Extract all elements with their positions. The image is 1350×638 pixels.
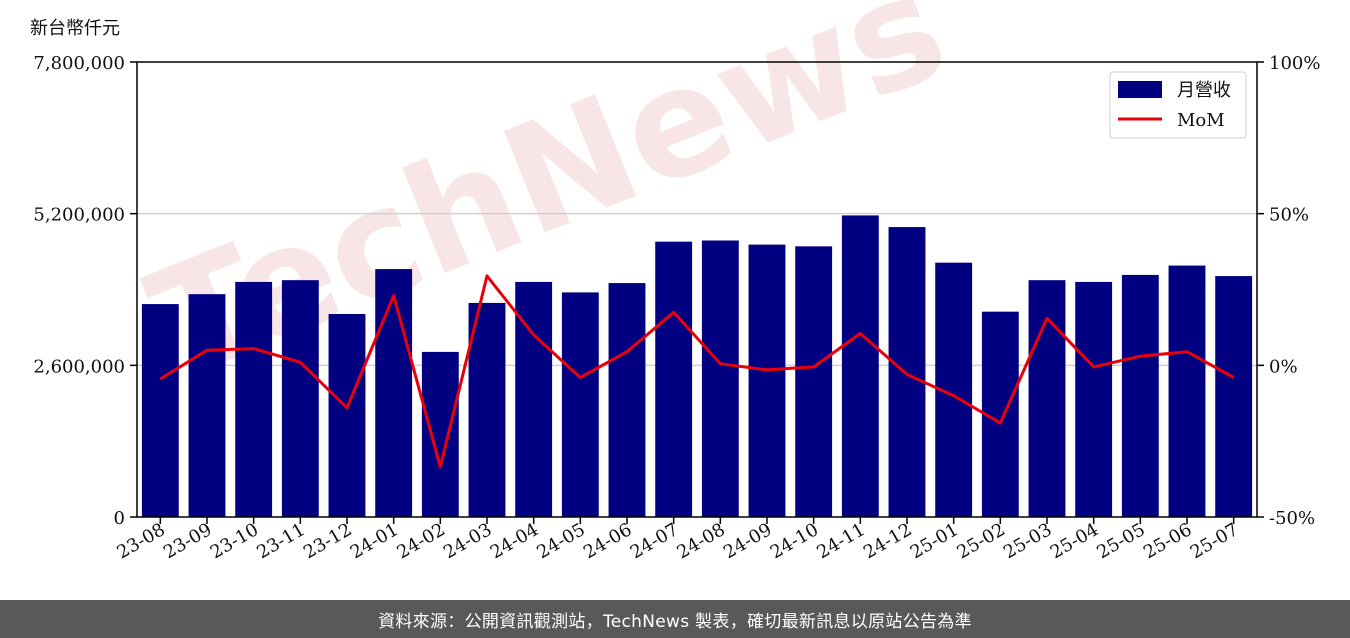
bar-25-06 — [1168, 265, 1206, 517]
x-tick-label: 24-11 — [813, 519, 868, 563]
x-tick-label: 25-01 — [907, 519, 962, 563]
plot-frame — [136, 61, 1258, 518]
left-tick-label: 5,200,000 — [33, 205, 125, 226]
bar-series — [141, 215, 1253, 518]
axes: 0 2,600,000 5,200,000 7,800,000 -50% 0% 50% 100… — [33, 53, 1320, 563]
x-tick-label: 24-05 — [533, 519, 588, 563]
bar-23-12 — [328, 314, 366, 517]
x-tick-label: 23-09 — [160, 519, 215, 563]
bar-25-04 — [1075, 281, 1113, 517]
x-tick-label: 24-01 — [347, 519, 402, 563]
bar-24-01 — [375, 269, 413, 517]
bar-24-07 — [655, 241, 693, 517]
bar-24-03 — [468, 302, 506, 517]
bar-24-08 — [701, 240, 739, 517]
bar-25-05 — [1121, 274, 1159, 517]
right-tick-label: 100% — [1269, 53, 1320, 74]
right-tick-label: -50% — [1269, 508, 1315, 529]
source-footer: 資料來源：公開資訊觀測站，TechNews 製表，確切最新訊息以原站公告為準 — [0, 600, 1350, 638]
x-tick-label: 23-10 — [207, 519, 262, 563]
right-tick-label: 0% — [1269, 356, 1298, 377]
mom-line — [159, 274, 1235, 469]
x-tick-label: 24-09 — [720, 519, 775, 563]
left-tick-label: 0 — [114, 508, 125, 529]
x-tick-label: 25-02 — [953, 519, 1008, 563]
x-tick-label: 24-10 — [767, 519, 822, 563]
x-tick-label: 25-05 — [1093, 519, 1148, 563]
x-tick-label: 24-08 — [673, 519, 728, 563]
bar-23-11 — [281, 280, 319, 517]
grid-lines — [137, 212, 1257, 367]
bar-24-11 — [841, 215, 879, 517]
bar-24-10 — [795, 246, 833, 518]
x-tick-label: 25-07 — [1187, 519, 1242, 563]
x-tick-label: 25-06 — [1140, 519, 1195, 563]
bar-24-12 — [888, 227, 926, 518]
x-tick-label: 24-02 — [393, 519, 448, 563]
legend-bar-swatch — [1118, 81, 1162, 98]
bar-23-10 — [235, 281, 273, 517]
y-axis-unit-label: 新台幣仟元 — [30, 18, 120, 39]
footer-text: 資料來源：公開資訊觀測站，TechNews 製表，確切最新訊息以原站公告為準 — [378, 611, 972, 632]
bar-23-09 — [188, 294, 226, 517]
legend-label-mom: MoM — [1177, 110, 1225, 131]
x-tick-label: 23-11 — [253, 519, 308, 563]
x-tick-label: 24-07 — [627, 519, 682, 563]
legend: 月營收 MoM — [1109, 71, 1247, 139]
x-tick-label: 24-12 — [860, 519, 915, 563]
left-tick-label: 2,600,000 — [33, 356, 125, 377]
bar-24-06 — [608, 283, 646, 517]
bar-24-09 — [748, 244, 786, 518]
x-tick-label: 24-06 — [580, 519, 635, 563]
mom-line-series — [159, 274, 1235, 469]
x-tick-label: 23-12 — [300, 519, 355, 563]
x-tick-label: 25-03 — [1000, 519, 1055, 563]
x-tick-label: 25-04 — [1047, 519, 1102, 563]
bar-25-03 — [1028, 280, 1066, 517]
left-tick-label: 7,800,000 — [33, 53, 125, 74]
bar-24-02 — [421, 351, 459, 517]
right-tick-label: 50% — [1269, 205, 1309, 226]
x-tick-label: 24-03 — [440, 519, 495, 563]
bar-23-08 — [141, 304, 179, 517]
bar-24-05 — [561, 292, 599, 517]
bar-25-07 — [1215, 276, 1253, 517]
legend-label-revenue: 月營收 — [1177, 80, 1231, 101]
x-tick-label: 24-04 — [487, 519, 542, 563]
revenue-chart: TechNews 02,600,0005,200,0007,800,000-50… — [33, 0, 1320, 563]
